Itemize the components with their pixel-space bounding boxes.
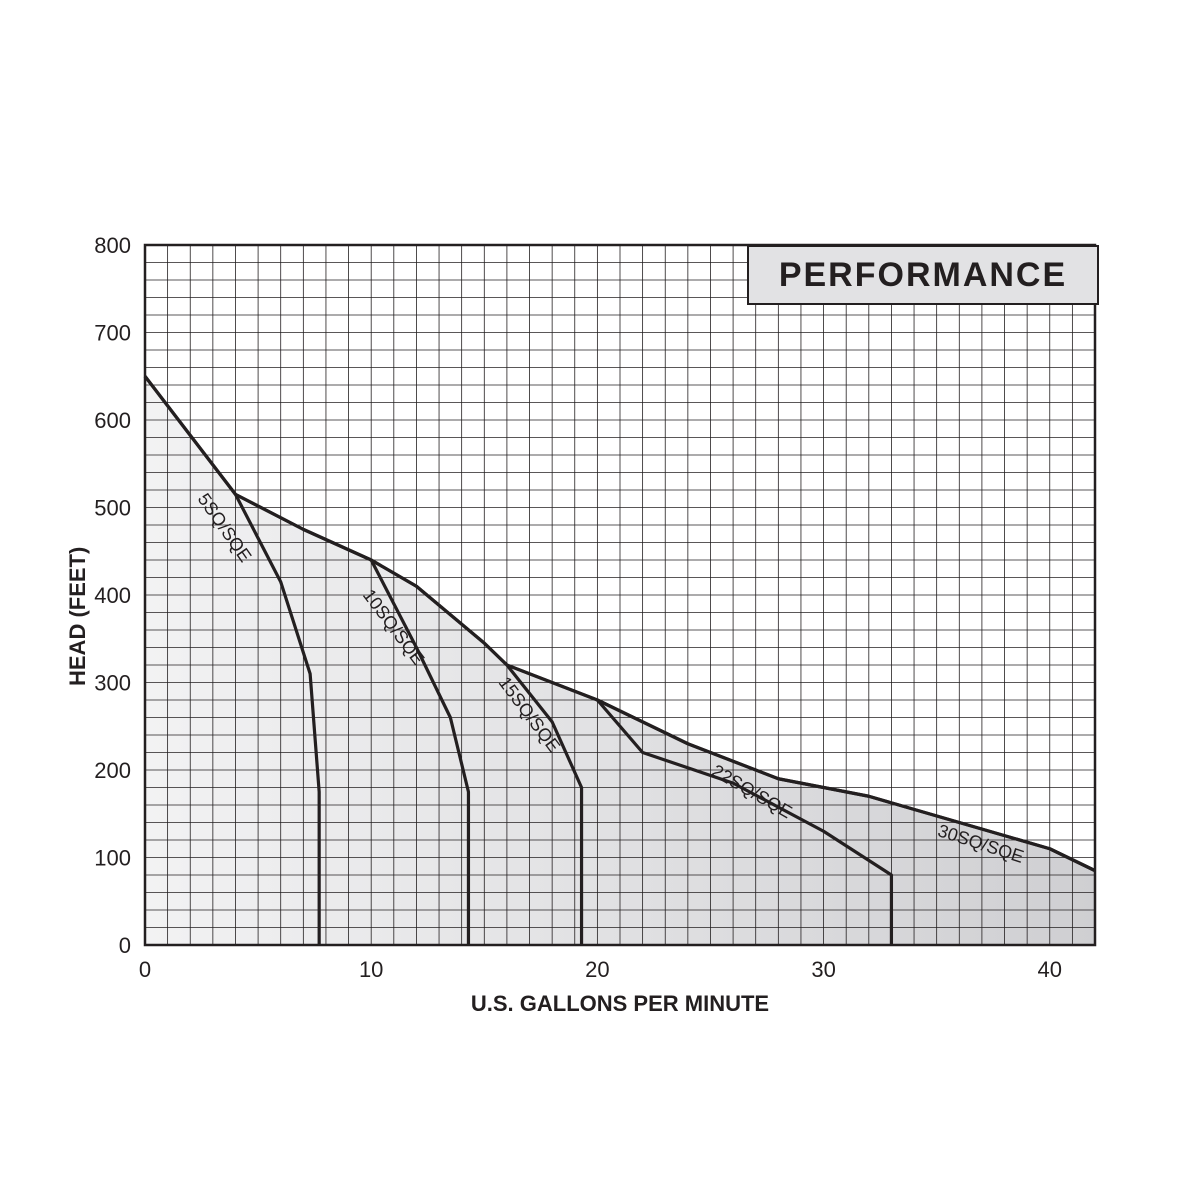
svg-text:800: 800 [94, 233, 131, 258]
y-axis-label: HEAD (FEET) [65, 547, 91, 686]
svg-text:200: 200 [94, 758, 131, 783]
svg-text:600: 600 [94, 408, 131, 433]
chart-title: PERFORMANCE [747, 245, 1099, 305]
svg-text:700: 700 [94, 321, 131, 346]
chart-svg: 5SQ/SQE10SQ/SQE15SQ/SQE22SQ/SQE30SQ/SQE0… [0, 0, 1200, 1200]
svg-text:300: 300 [94, 671, 131, 696]
svg-text:40: 40 [1038, 957, 1062, 982]
x-axis-label: U.S. GALLONS PER MINUTE [145, 991, 1095, 1017]
svg-text:0: 0 [139, 957, 151, 982]
svg-text:20: 20 [585, 957, 609, 982]
svg-text:500: 500 [94, 496, 131, 521]
svg-text:100: 100 [94, 846, 131, 871]
svg-text:10: 10 [359, 957, 383, 982]
svg-text:30: 30 [811, 957, 835, 982]
svg-text:0: 0 [119, 933, 131, 958]
svg-text:400: 400 [94, 583, 131, 608]
performance-chart: 5SQ/SQE10SQ/SQE15SQ/SQE22SQ/SQE30SQ/SQE0… [0, 0, 1200, 1200]
